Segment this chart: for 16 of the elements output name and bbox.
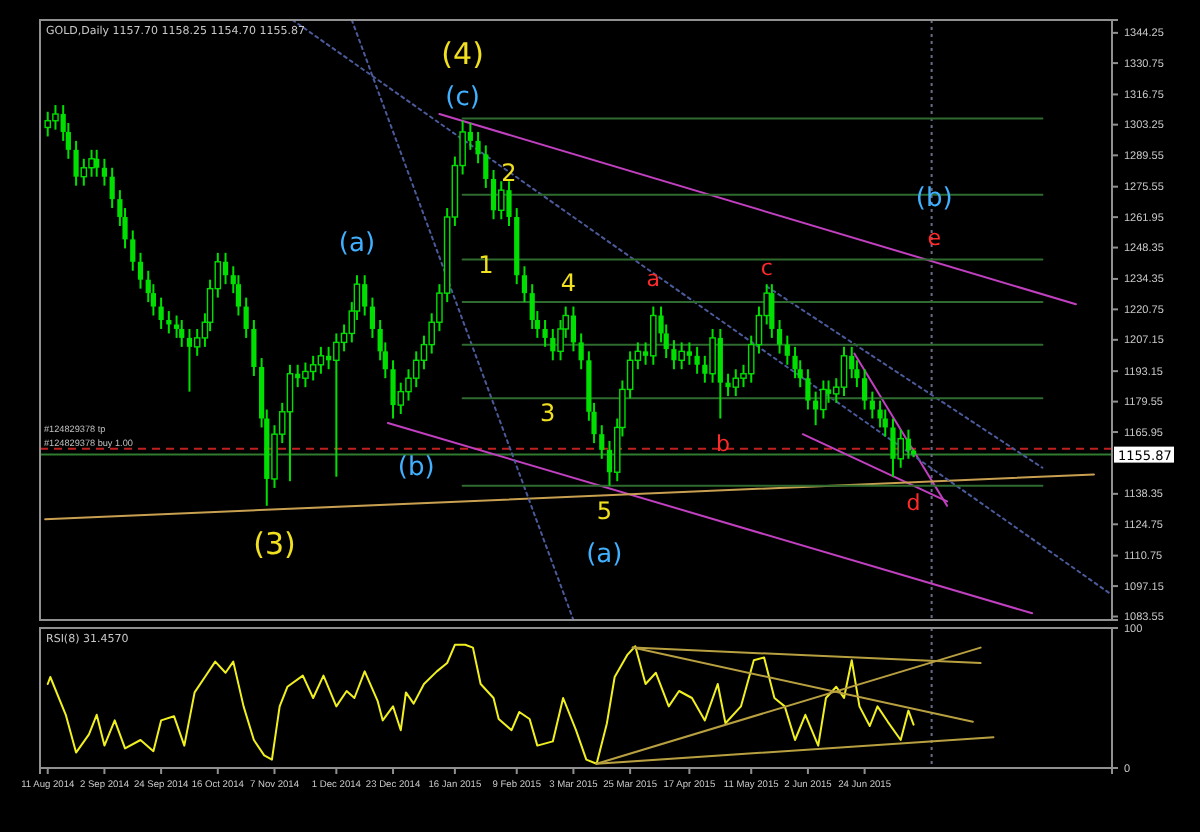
annotation: (b) [397,452,435,483]
annotation: (a) [338,228,376,260]
annotation: 1 [478,250,494,279]
annotation: b [715,431,730,458]
annotation: 4 [560,268,576,297]
annotation: (c) [445,83,480,114]
annotation: a [646,265,661,292]
annotation: (a) [586,540,623,571]
annotation: (3) [253,526,296,563]
annotation: (4) [441,36,484,73]
annotation: 5 [596,497,612,526]
annotation: c [760,254,773,281]
annotation: 3 [540,398,556,427]
annotation: d [906,489,921,516]
annotation: e [927,225,942,252]
annotation: (b) [915,184,953,215]
